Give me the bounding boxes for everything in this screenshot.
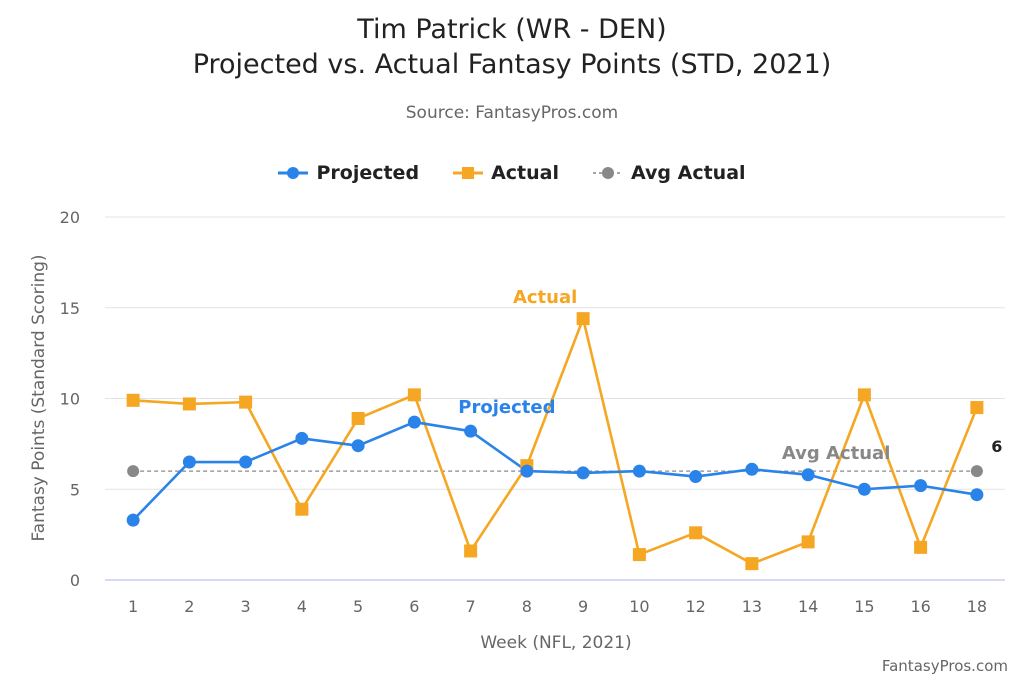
legend-item-actual: Actual [453, 162, 559, 184]
x-tick-label-9: 9 [578, 597, 588, 616]
x-tick-label-13: 13 [742, 597, 762, 616]
projected-line [132, 420, 978, 522]
actual-point-week-7 [464, 544, 478, 558]
avg-actual-point-start [127, 465, 140, 478]
x-axis-label: Week (NFL, 2021) [480, 633, 631, 653]
actual-point-week-3 [239, 395, 253, 409]
legend-item-avg-actual: Avg Actual [592, 162, 746, 184]
legend: Projected Actual Avg Actual [0, 162, 1024, 184]
y-tick-label-5: 5 [70, 480, 80, 499]
x-tick-label-18: 18 [967, 597, 987, 616]
actual-point-week-6 [407, 388, 421, 402]
projected-point-week-10 [632, 464, 646, 478]
projected-point-week-16 [914, 479, 928, 493]
projected-point-week-9 [576, 466, 590, 480]
projected-point-week-12 [689, 470, 703, 484]
avg-actual-annotation: Avg Actual [782, 443, 891, 464]
actual-point-week-14 [801, 535, 815, 549]
y-axis-ticks: 0 5 10 15 20 [60, 208, 80, 590]
legend-marker-projected [278, 167, 309, 179]
legend-marker-avg-actual [592, 167, 623, 179]
actual-point-week-18 [970, 401, 984, 415]
chart-subtitle: Source: FantasyPros.com [405, 103, 619, 123]
chart-title-line-2: Projected vs. Actual Fantasy Points (STD… [192, 49, 832, 80]
x-tick-label-12: 12 [685, 597, 705, 616]
x-tick-label-4: 4 [297, 597, 307, 616]
actual-annotation: Actual [513, 287, 577, 308]
x-tick-label-14: 14 [798, 597, 818, 616]
actual-point-week-2 [182, 397, 196, 411]
projected-point-week-15 [857, 482, 871, 496]
x-tick-label-1: 1 [128, 597, 138, 616]
y-tick-label-20: 20 [60, 208, 80, 227]
projected-point-week-14 [801, 468, 815, 482]
actual-line [133, 317, 979, 565]
y-tick-label-15: 15 [60, 299, 80, 318]
actual-point-week-1 [126, 393, 140, 407]
legend-item-projected: Projected [278, 162, 419, 184]
y-tick-label-10: 10 [60, 390, 80, 409]
legend-label-avg-actual: Avg Actual [630, 162, 746, 184]
x-tick-label-16: 16 [910, 597, 930, 616]
avg-actual-value-label: 6 [991, 437, 1002, 456]
actual-point-week-13 [745, 557, 759, 571]
x-tick-label-15: 15 [854, 597, 874, 616]
projected-point-week-5 [351, 439, 365, 453]
annotations: Projected Actual Avg Actual 6 [458, 287, 1002, 464]
x-axis-ticks: 1 2 3 4 5 6 7 8 9 10 12 13 14 15 16 18 [128, 597, 987, 616]
projected-annotation: Projected [458, 397, 555, 418]
projected-point-week-6 [407, 415, 421, 429]
actual-point-week-9 [576, 312, 590, 326]
projected-point-week-8 [520, 464, 534, 478]
x-tick-label-8: 8 [522, 597, 532, 616]
projected-point-week-2 [182, 455, 196, 469]
legend-marker-actual [453, 167, 484, 179]
legend-label-actual: Actual [491, 162, 559, 184]
x-tick-label-3: 3 [241, 597, 251, 616]
x-tick-label-5: 5 [353, 597, 363, 616]
gridlines [105, 216, 1005, 581]
legend-label-projected: Projected [316, 162, 420, 184]
projected-point-week-18 [970, 488, 984, 502]
x-tick-label-7: 7 [466, 597, 476, 616]
projected-point-week-1 [126, 513, 140, 527]
actual-point-week-15 [857, 388, 871, 402]
watermark: FantasyPros.com [881, 657, 1008, 675]
avg-actual-point-end [970, 465, 983, 478]
actual-point-week-12 [689, 526, 703, 540]
actual-point-week-16 [914, 540, 928, 554]
x-tick-label-10: 10 [629, 597, 649, 616]
x-tick-label-6: 6 [409, 597, 419, 616]
projected-point-week-7 [464, 424, 478, 438]
projected-point-week-13 [745, 462, 759, 476]
x-tick-label-2: 2 [184, 597, 194, 616]
y-tick-label-0: 0 [70, 571, 80, 590]
projected-point-week-3 [239, 455, 253, 469]
actual-point-week-4 [295, 502, 309, 516]
actual-point-week-10 [632, 548, 646, 562]
series-layer [126, 312, 984, 571]
y-axis-label: Fantasy Points (Standard Scoring) [29, 254, 49, 541]
chart-title-line-1: Tim Patrick (WR - DEN) [357, 14, 667, 45]
actual-point-week-5 [351, 411, 365, 425]
projected-point-week-4 [295, 431, 309, 445]
